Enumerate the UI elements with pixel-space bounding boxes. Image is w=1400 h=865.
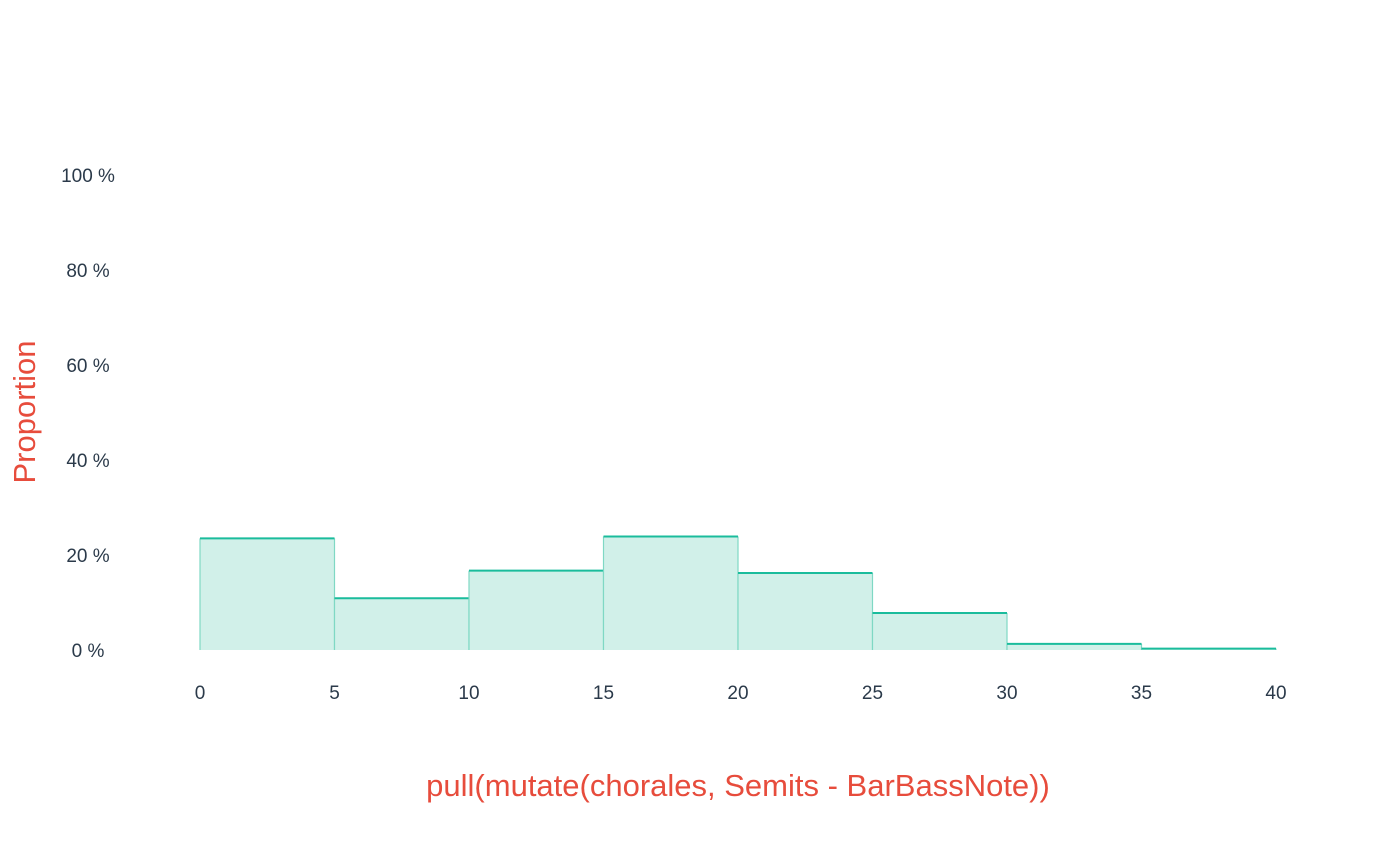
y-tick-label: 100 % [61, 166, 115, 187]
histogram-bar-fill [872, 612, 1007, 650]
histogram-bar [1140, 647, 1277, 650]
x-tick-label: 30 [996, 683, 1017, 704]
histogram-bar-fill [200, 538, 335, 650]
y-axis-ticks: 0 % 20 % 40 % 60 % 80 % 100 % [61, 166, 115, 662]
x-tick-label: 5 [329, 683, 340, 704]
histogram-bar-fill [469, 570, 604, 650]
y-tick-label: 80 % [66, 261, 109, 282]
x-axis-title: pull(mutate(chorales, Semits - BarBassNo… [426, 768, 1050, 803]
histogram-bar-fill [738, 573, 873, 650]
x-axis-ticks: 0 5 10 15 20 25 30 35 40 [195, 683, 1287, 704]
y-tick-label: 40 % [66, 451, 109, 472]
histogram-bar [199, 537, 336, 650]
histogram-bar [333, 597, 470, 650]
y-tick-label: 20 % [66, 546, 109, 567]
histogram-bar [1006, 642, 1143, 650]
x-tick-label: 20 [727, 683, 748, 704]
histogram-bar [602, 535, 739, 650]
x-tick-label: 15 [593, 683, 614, 704]
histogram-bar-fill [603, 536, 738, 650]
y-axis-title: Proportion [7, 340, 42, 483]
histogram-bar-fill [1007, 643, 1142, 650]
histogram-bar [871, 611, 1008, 650]
y-tick-label: 60 % [66, 356, 109, 377]
histogram-bar [468, 569, 605, 650]
histogram-bar [737, 572, 874, 650]
x-tick-label: 10 [458, 683, 479, 704]
x-tick-label: 25 [862, 683, 883, 704]
x-tick-label: 35 [1131, 683, 1152, 704]
bars-layer [199, 535, 1277, 650]
x-tick-label: 0 [195, 683, 206, 704]
x-tick-label: 40 [1265, 683, 1286, 704]
y-tick-label: 0 % [72, 641, 105, 662]
histogram-bar-fill [334, 598, 469, 650]
